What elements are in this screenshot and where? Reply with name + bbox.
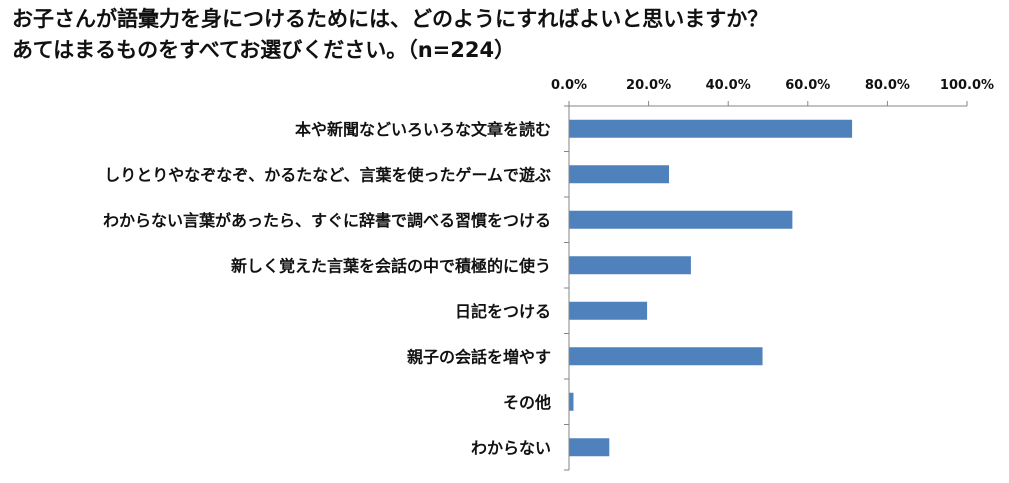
bar	[569, 119, 853, 138]
category-label: わからない言葉があったら、すぐに辞書で調べる習慣をつける	[103, 211, 551, 230]
x-tick-label: 80.0%	[865, 78, 910, 93]
chart-title: お子さんが語彙力を身につけるためには、どのようにすればよいと思いますか？ あては…	[12, 4, 1002, 66]
category-label: その他	[503, 393, 551, 412]
bar	[569, 256, 691, 275]
bar	[569, 165, 669, 184]
bar	[569, 438, 610, 457]
category-label: 親子の会話を増やす	[407, 347, 551, 366]
bar	[569, 347, 763, 366]
category-label: 新しく覚えた言葉を会話の中で積極的に使う	[231, 256, 551, 275]
category-label: しりとりやなぞなぞ、かるたなど、言葉を使ったゲームで遊ぶ	[104, 165, 551, 184]
bar	[569, 301, 648, 320]
x-tick-label: 20.0%	[626, 78, 671, 93]
x-tick-label: 0.0%	[551, 78, 587, 93]
bar	[569, 210, 793, 229]
category-label: 日記をつける	[455, 302, 551, 321]
category-label: わからない	[471, 438, 551, 457]
x-tick-label: 60.0%	[785, 78, 830, 93]
x-tick-label: 100.0%	[940, 78, 994, 93]
x-tick-label: 40.0%	[706, 78, 751, 93]
chart-title-line-2: あてはまるものをすべてお選びください。（n=224）	[12, 38, 516, 62]
chart-title-line-1: お子さんが語彙力を身につけるためには、どのようにすればよいと思いますか？	[12, 7, 769, 31]
bar	[569, 392, 574, 411]
category-label: 本や新聞などいろいろな文章を読む	[295, 120, 551, 139]
